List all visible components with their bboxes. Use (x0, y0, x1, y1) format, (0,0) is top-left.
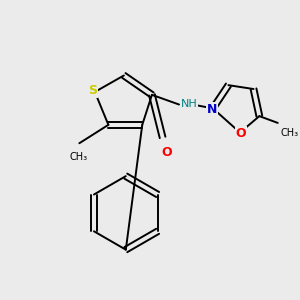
Text: NH: NH (181, 98, 198, 109)
Text: CH₃: CH₃ (69, 152, 88, 162)
Text: CH₃: CH₃ (280, 128, 299, 138)
Text: O: O (236, 127, 246, 140)
Text: N: N (207, 103, 217, 116)
Text: S: S (88, 85, 98, 98)
Text: O: O (161, 146, 172, 159)
